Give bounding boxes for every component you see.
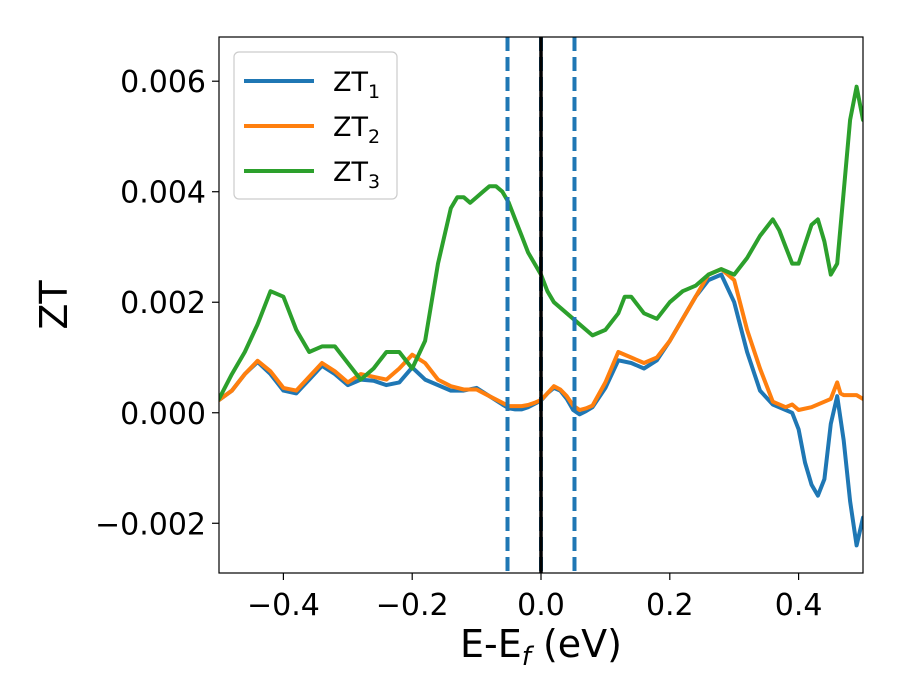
x-tick-label: 0.2 xyxy=(646,588,694,623)
x-tick-label: 0.0 xyxy=(517,588,565,623)
series-line-3 xyxy=(219,84,863,401)
legend-label-1: ZT1 xyxy=(333,67,380,103)
legend: ZT1 ZT2 ZT3 xyxy=(233,51,398,200)
legend-label-2: ZT2 xyxy=(333,112,380,148)
y-axis: −0.002 0.000 0.002 0.004 0.006 xyxy=(95,65,219,542)
x-tick-label: −0.2 xyxy=(376,588,449,623)
plot-area xyxy=(219,37,863,573)
x-axis-title-main: E-E xyxy=(460,622,522,666)
reference-lines xyxy=(505,37,577,573)
y-tick-label: 0.000 xyxy=(120,397,206,432)
x-axis-title: E-Ef (eV) xyxy=(460,622,622,672)
x-axis-title-unit: (eV) xyxy=(531,622,622,666)
x-tick-label: −0.4 xyxy=(247,588,320,623)
y-tick-label: 0.004 xyxy=(120,176,206,211)
y-axis-title: ZT xyxy=(32,280,76,330)
series-line-2 xyxy=(219,267,863,412)
x-tick-label: 0.4 xyxy=(775,588,823,623)
legend-box xyxy=(233,51,398,200)
y-tick-label: 0.006 xyxy=(120,65,206,100)
series-lines xyxy=(219,84,863,548)
y-tick-label: −0.002 xyxy=(95,507,206,542)
legend-label-3: ZT3 xyxy=(333,157,380,193)
y-tick-label: 0.002 xyxy=(120,286,206,321)
x-axis: −0.4 −0.2 0.0 0.2 0.4 xyxy=(247,573,822,623)
